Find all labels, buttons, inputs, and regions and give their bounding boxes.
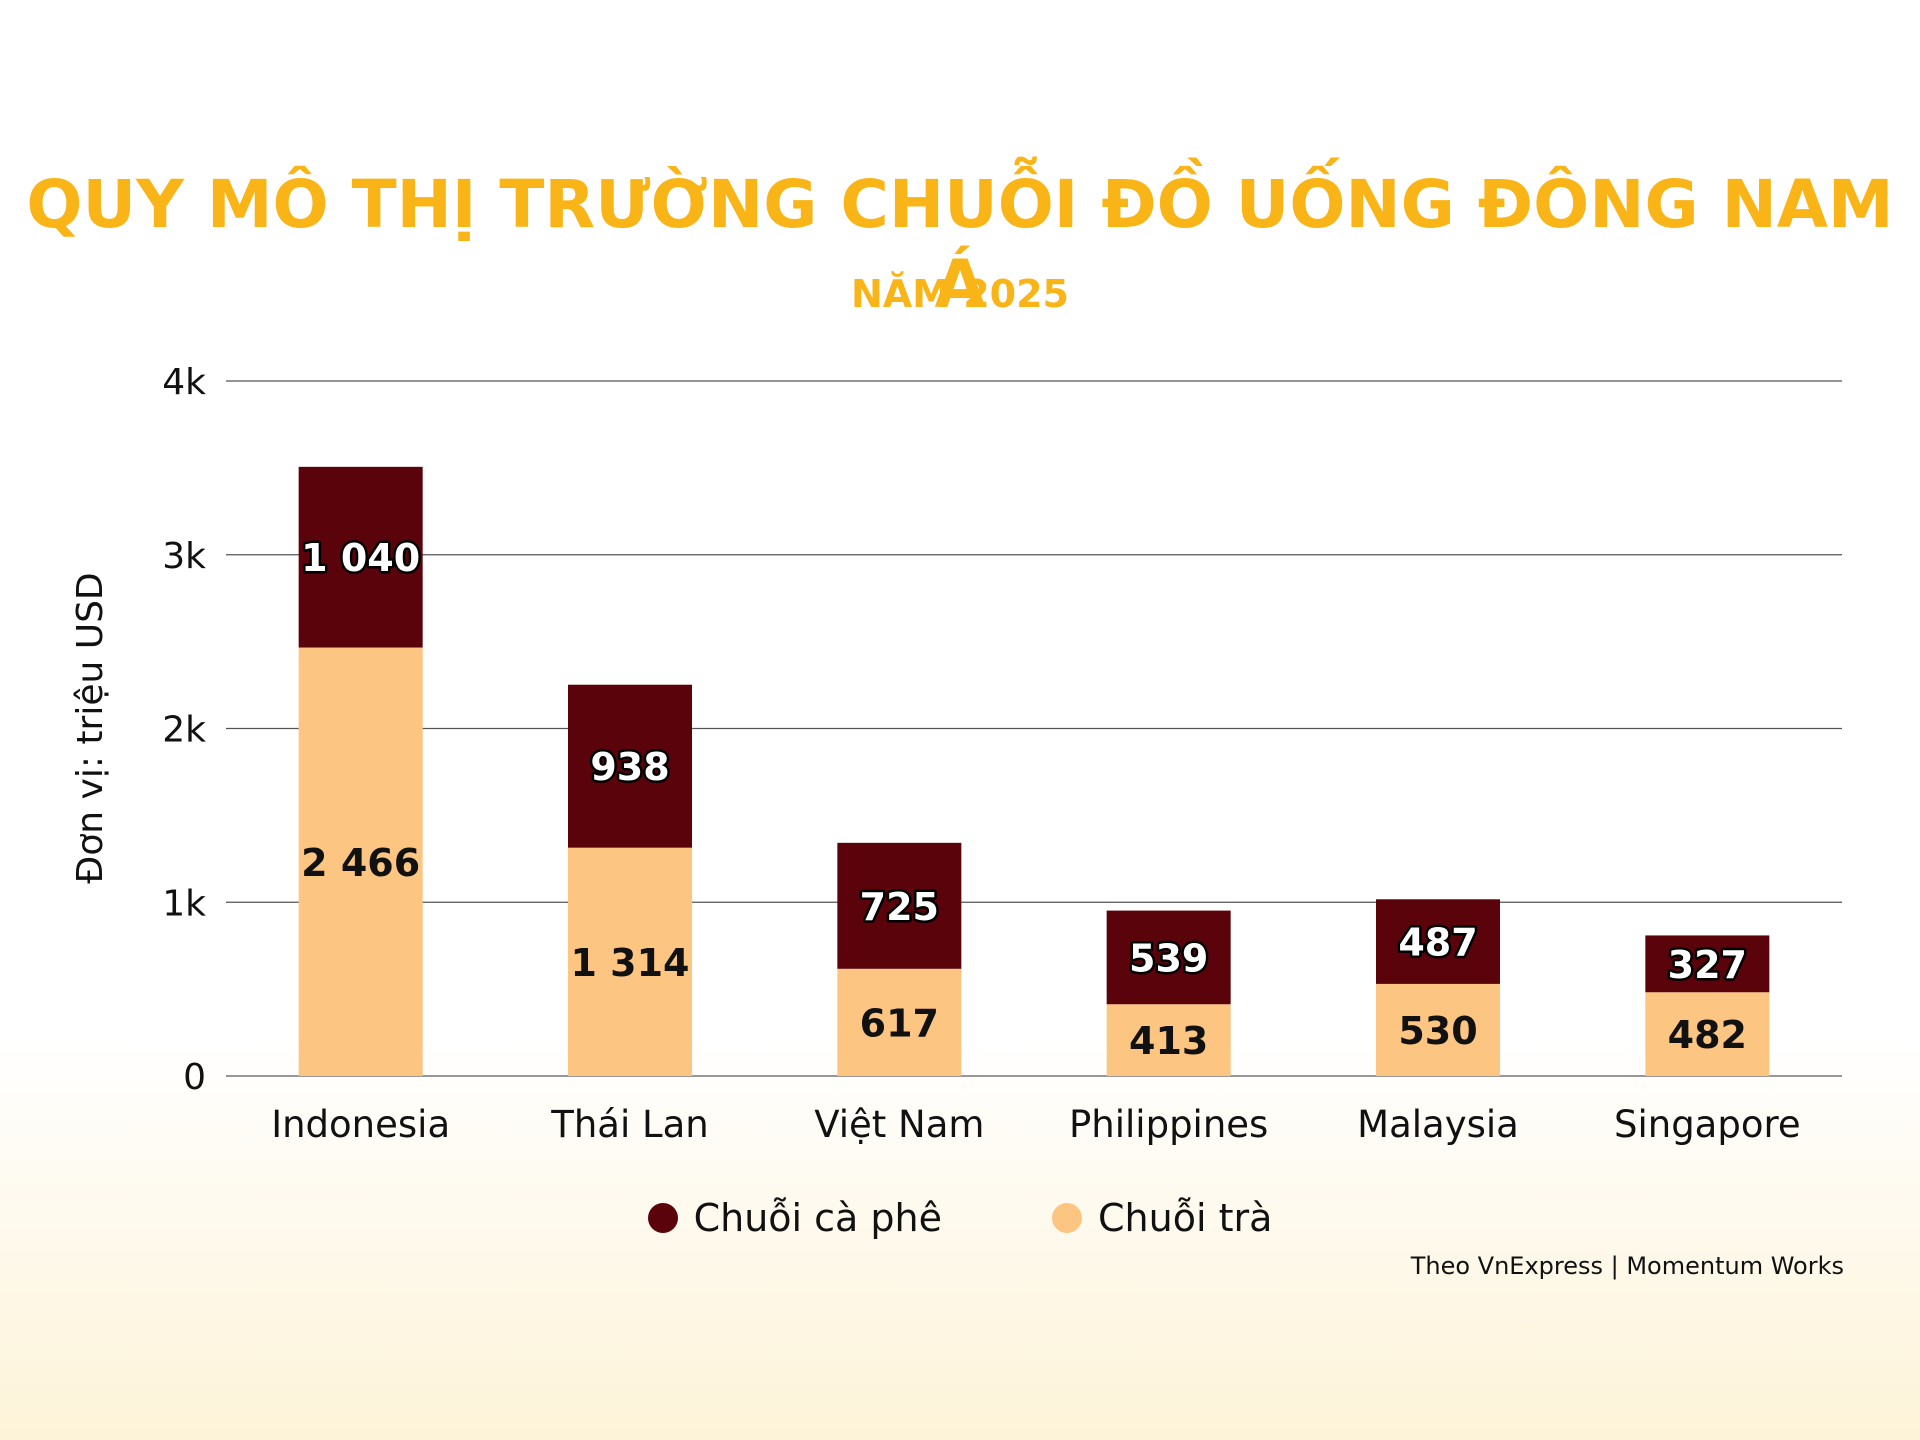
legend-item-coffee: Chuỗi cà phê [647,1196,943,1240]
data-label-coffee: 539 [1129,936,1208,980]
chart-subtitle: NĂM 2025 [850,272,1070,316]
y-tick-label: 4k [162,362,206,403]
y-tick-label: 3k [162,536,206,577]
data-label-coffee: 725 [860,885,939,929]
data-label-coffee: 327 [1668,943,1747,987]
axes: 0 1k 2k 3k 4k Indonesia Thái Lan Việt Nam Philip… [162,362,1800,1146]
y-axis-label: Đơn vị: triệu USD [70,572,111,883]
value-labels: 2 466 1 040 1 314 938 617 725 413 539 530 487 482 3… [299,534,1750,1063]
chart-title: QUY MÔ THỊ TRƯỜNG CHUỖI ĐỒ UỐNG ĐÔNG NAM… [26,166,1894,323]
data-label-tea: 482 [1668,1013,1747,1057]
bar-tea [1376,983,1500,1076]
x-category-label: Việt Nam [814,1103,984,1146]
bar-coffee [837,842,962,969]
source-note: Theo VnExpress | Momentum Works [1410,1252,1844,1280]
x-category-label: Indonesia [271,1103,450,1146]
bar-tea [837,968,962,1076]
bar-tea [568,847,692,1076]
bar-coffee [1645,935,1770,993]
legend-label-tea: Chuỗi trà [1098,1196,1273,1240]
bar-coffee [568,684,692,848]
data-label-tea: 530 [1398,1009,1477,1053]
legend: Chuỗi cà phê Chuỗi trà [0,1196,1920,1240]
x-category-label: Philippines [1069,1103,1268,1146]
data-label-tea: 413 [1129,1019,1208,1063]
bars [298,466,1770,1076]
data-label-tea: 617 [860,1001,939,1045]
bar-tea [1106,1004,1231,1076]
bar-coffee [298,466,423,648]
x-category-label: Thái Lan [550,1103,709,1146]
bar-tea [298,647,423,1076]
legend-item-tea: Chuỗi trà [1052,1196,1272,1240]
x-category-label: Malaysia [1357,1103,1519,1146]
x-category-label: Singapore [1614,1103,1801,1146]
data-label-tea: 2 466 [301,841,420,885]
y-tick-label: 2k [162,710,206,751]
y-tick-label: 1k [162,883,206,924]
bar-coffee [1106,910,1231,1005]
bar-tea [1645,992,1770,1076]
data-label-tea: 1 314 [571,941,690,985]
y-tick-label: 0 [183,1057,206,1098]
data-label-coffee: 1 040 [301,536,420,580]
data-label-coffee: 938 [590,745,669,789]
legend-label-coffee: Chuỗi cà phê [693,1196,943,1240]
bar-coffee [1376,899,1500,984]
grid-lines [226,380,1842,1077]
data-label-coffee: 487 [1398,921,1477,965]
legend-swatch-coffee [647,1203,678,1233]
legend-swatch-tea [1052,1203,1083,1233]
